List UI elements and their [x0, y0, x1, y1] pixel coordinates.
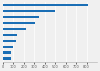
Bar: [3, 22, 35, 24]
Bar: [3, 10, 55, 12]
Bar: [3, 4, 88, 6]
Bar: [3, 57, 10, 60]
Bar: [3, 16, 39, 18]
Bar: [3, 51, 11, 54]
Bar: [3, 40, 16, 42]
Bar: [3, 46, 13, 48]
Bar: [3, 34, 17, 36]
Bar: [3, 28, 26, 30]
